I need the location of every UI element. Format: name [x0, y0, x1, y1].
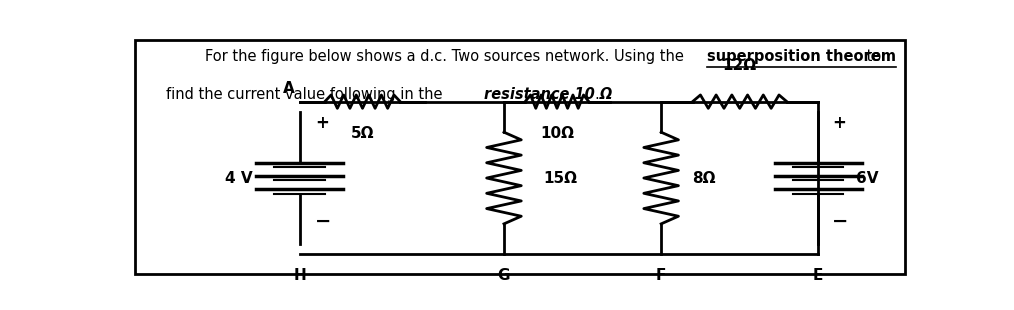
Text: to: to	[862, 49, 881, 64]
Text: superposition theorem: superposition theorem	[707, 49, 895, 64]
Text: E: E	[813, 268, 823, 282]
Text: +: +	[315, 114, 330, 132]
Text: find the current value following in the: find the current value following in the	[166, 87, 447, 102]
Text: A: A	[283, 81, 294, 96]
Text: 8Ω: 8Ω	[693, 170, 716, 185]
Text: 5Ω: 5Ω	[351, 126, 374, 140]
Text: +: +	[832, 114, 847, 132]
Text: H: H	[293, 268, 306, 282]
Text: resistance 10 Ω: resistance 10 Ω	[485, 87, 612, 102]
Text: F: F	[656, 268, 666, 282]
Text: 6V: 6V	[856, 170, 878, 185]
Text: For the figure below shows a d.c. Two sources network. Using the: For the figure below shows a d.c. Two so…	[205, 49, 689, 64]
Text: 10Ω: 10Ω	[540, 126, 574, 140]
Text: G: G	[498, 268, 510, 282]
Text: −: −	[832, 211, 849, 231]
Text: 15Ω: 15Ω	[544, 170, 577, 185]
Text: 12Ω: 12Ω	[723, 58, 756, 73]
Text: −: −	[315, 211, 332, 231]
Text: .: .	[594, 87, 599, 102]
Text: 4 V: 4 V	[225, 170, 252, 185]
